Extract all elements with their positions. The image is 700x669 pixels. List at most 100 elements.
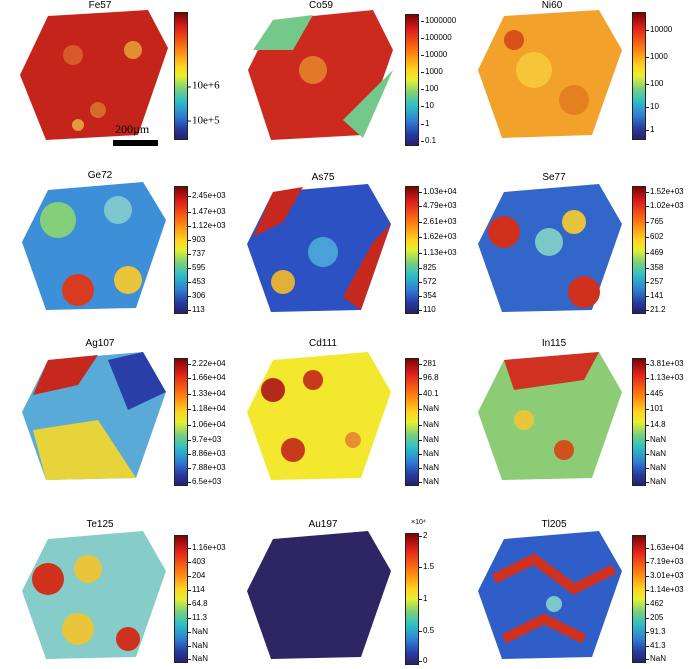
tick-label: 0 (418, 656, 428, 666)
map-title: Ni60 (541, 0, 563, 11)
map-image-au197 (247, 531, 391, 659)
panel-au197: Au197 ×10⁴ 2 1.5 1 0.5 0 (233, 505, 466, 667)
colorbar-ticks: 1.63e+04 7.19e+03 3.01e+03 1.14e+03 462 … (645, 535, 695, 664)
panel-tl205: Tl205 1.63e+04 7.19e+03 3.01e+03 1.14e+0… (466, 505, 700, 667)
tick-label: 113 (188, 305, 205, 315)
tick-label: 1.02e+03 (646, 201, 684, 211)
tick-label: 1.63e+04 (646, 542, 684, 552)
colorbar-ticks: 1.16e+03 403 204 114 64.8 11.3 NaN NaN N… (187, 535, 232, 663)
tick-label: 1.47e+03 (188, 206, 226, 216)
tick-label: 10e+5 (188, 114, 220, 127)
map-image-in115 (478, 352, 622, 480)
tick-label: NaN (645, 654, 667, 664)
colorbar-ticks: 1.03e+04 4.79e+03 2.61e+03 1.62e+03 1.13… (418, 186, 465, 314)
colorbar-ticks: 2.45e+03 1.47e+03 1.12e+03 903 737 595 4… (187, 186, 232, 315)
tick-label: 2.61e+03 (419, 216, 457, 226)
map-title: Te125 (86, 519, 114, 530)
map-title: Ge72 (87, 170, 113, 181)
panel-as75: As75 1.03e+04 4.79e+03 2.61e+03 1.62e+03… (233, 170, 466, 330)
tick-label: 825 (418, 262, 437, 272)
tick-label: 2.22e+04 (188, 359, 226, 369)
colorbar (632, 12, 646, 140)
tick-label: NaN (645, 434, 667, 444)
map-image-tl205 (478, 531, 622, 659)
map-image-cd111 (247, 352, 391, 480)
colorbar (174, 12, 188, 140)
map-title: Se77 (542, 172, 566, 183)
map-image-se77 (478, 184, 622, 312)
map-image-co59 (248, 10, 393, 140)
tick-label: NaN (187, 641, 209, 651)
tick-label: NaN (645, 449, 667, 458)
tick-label: NaN (418, 434, 440, 444)
tick-label: 572 (418, 277, 437, 286)
panel-cd111: Cd111 281 96.8 40.1 NaN NaN NaN NaN NaN … (233, 338, 466, 498)
tick-label: 96.8 (419, 373, 439, 383)
colorbar-ticks: 281 96.8 40.1 NaN NaN NaN NaN NaN NaN (418, 358, 463, 487)
tick-label: 8.86e+03 (188, 449, 226, 458)
tick-label: 64.8 (188, 599, 208, 609)
colorbar-ticks: 10000 1000 100 10 1 (645, 12, 695, 140)
tick-label: 1.52e+03 (646, 187, 684, 197)
panel-ag107: Ag107 2.22e+04 1.66e+04 1.33e+04 1.18e+0… (0, 338, 233, 498)
colorbar (174, 186, 188, 314)
scale-bar-label: 200µm (115, 122, 150, 136)
tick-label: 1.06e+04 (188, 419, 226, 429)
tick-label: 2 (418, 530, 428, 540)
colorbar-ticks: 2 1.5 1 0.5 0 (418, 530, 463, 666)
tick-label: 21.2 (646, 305, 666, 315)
tick-label: 445 (645, 388, 664, 398)
tick-label: 903 (187, 234, 206, 244)
tick-label: 354 (418, 291, 437, 301)
tick-label: NaN (645, 477, 667, 487)
tick-label: 1000 (646, 51, 668, 61)
tick-label: 1.33e+04 (188, 388, 226, 398)
map-title: Ag107 (85, 338, 115, 349)
tick-label: 1 (645, 124, 655, 134)
map-image-ge72 (22, 182, 166, 310)
tick-label: 1.62e+03 (419, 232, 457, 242)
tick-label: 100 (420, 84, 439, 94)
colorbar (632, 535, 646, 663)
tick-label: NaN (418, 477, 440, 487)
tick-label: 10e+6 (188, 79, 220, 92)
tick-label: 10000 (420, 49, 448, 59)
tick-label: 40.1 (419, 388, 439, 398)
colorbar (174, 358, 188, 486)
tick-label: 1 (420, 118, 430, 128)
tick-label: 1000000 (420, 15, 457, 25)
tick-label: 462 (645, 599, 664, 609)
tick-label: 204 (187, 570, 206, 580)
tick-label: 6.5e+03 (187, 477, 222, 487)
tick-label: NaN (418, 463, 440, 473)
tick-label: NaN (645, 463, 667, 473)
tick-label: 10 (646, 101, 659, 111)
tick-label: 1.14e+03 (646, 585, 684, 595)
panel-ge72: Ge72 2.45e+03 1.47e+03 1.12e+03 903 737 … (0, 170, 233, 330)
colorbar-exponent: ×10⁴ (411, 519, 426, 526)
tick-label: 14.8 (646, 419, 666, 429)
tick-label: 10000 (645, 24, 673, 34)
map-title: Co59 (309, 0, 333, 11)
colorbar (405, 186, 419, 314)
tick-label: 41.3 (646, 641, 666, 651)
tick-label: 281 (418, 359, 437, 369)
colorbar-ticks: 10e+6 10e+5 (188, 12, 232, 140)
map-title: Tl205 (541, 519, 567, 530)
tick-label: 10 (421, 101, 434, 111)
tick-label: 91.3 (646, 627, 666, 637)
map-title: Cd111 (309, 338, 337, 349)
tick-label: 7.19e+03 (646, 556, 684, 566)
tick-label: 100 (645, 78, 664, 88)
tick-label: NaN (187, 627, 209, 637)
tick-label: 1.03e+04 (419, 187, 457, 197)
scale-bar (113, 140, 158, 146)
tick-label: 100000 (421, 32, 452, 42)
tick-label: 1.13e+03 (646, 373, 684, 383)
colorbar-ticks: 3.81e+03 1.13e+03 445 101 14.8 NaN NaN N… (645, 358, 695, 487)
colorbar (405, 358, 419, 486)
tick-label: NaN (418, 404, 440, 414)
map-image-ni60 (478, 10, 622, 138)
tick-label: 765 (645, 216, 664, 226)
panel-co59: Co59 1000000 100000 10000 1000 100 10 1 … (233, 0, 466, 160)
